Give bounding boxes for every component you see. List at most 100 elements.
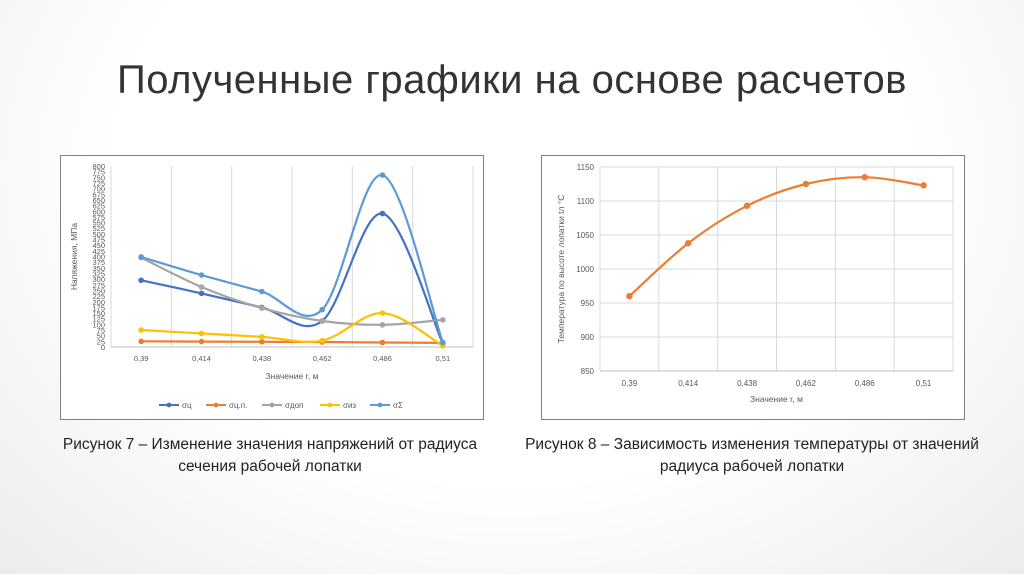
stress-chart-ylabel: Напяжения, МПа	[69, 223, 79, 290]
stress-chart-series-4-point-4	[379, 172, 386, 178]
stress-chart-ytick-13: 325	[92, 269, 105, 278]
stress-chart-series-4-point-0	[138, 254, 144, 260]
stress-chart-ytick-18: 450	[92, 241, 105, 250]
stress-chart-xlabel: Значение r, м	[266, 371, 319, 381]
stress-chart-series-1-point-0	[138, 338, 144, 345]
stress-chart-series-2-point-1	[198, 284, 205, 290]
temperature-chart-xtick-2: 0,438	[737, 379, 758, 388]
stress-chart-series-2-line	[140, 256, 443, 326]
stress-chart-xtick-1: 0,414	[192, 354, 211, 363]
stress-chart-legend-marker-4	[377, 402, 383, 408]
stress-chart-ytick-5: 125	[92, 315, 105, 324]
temperature-chart-series-0-point-1	[685, 239, 692, 247]
stress-chart-ytick-2: 50	[97, 332, 105, 341]
temperature-chart-xtick-0: 0,39	[622, 379, 638, 388]
stress-chart-legend-label-1: σц.п.	[229, 401, 247, 410]
stress-chart-ytick-4: 100	[92, 320, 105, 329]
temperature-chart-ytick-5: 1100	[577, 197, 595, 206]
stress-chart-series-1-point-4	[379, 339, 386, 346]
temperature-chart-series-0-point-4	[861, 174, 868, 181]
stress-chart-ytick-19: 475	[92, 236, 105, 245]
stress-chart-series-4-point-2	[259, 288, 265, 295]
stress-chart-series-0-point-1	[198, 290, 205, 297]
temperature-chart-xtick-5: 0,51	[916, 379, 932, 388]
stress-chart-ytick-21: 525	[92, 224, 105, 233]
stress-chart-series-4-point-5	[440, 339, 446, 346]
stress-chart-svg: 0255075100125150175200225250275300325350…	[69, 162, 474, 410]
temperature-chart-xtick-3: 0,462	[796, 379, 817, 388]
stress-chart-legend-marker-2	[269, 402, 275, 408]
stress-chart-xtick-3: 0,462	[313, 354, 332, 363]
temperature-chart-ylabel: Температура по высоте лопатки tл °С	[556, 195, 566, 344]
stress-chart-ytick-25: 625	[92, 202, 105, 211]
stress-chart-series-3-point-4	[379, 310, 386, 316]
stress-chart-ytick-14: 350	[92, 264, 105, 273]
figure-7-caption: Рисунок 7 – Изменение значения напряжени…	[62, 436, 478, 475]
stress-chart-ytick-24: 600	[92, 207, 105, 216]
stress-chart-series-1-point-1	[198, 338, 205, 345]
stress-chart-ytick-15: 375	[92, 258, 105, 267]
stress-chart-ytick-11: 275	[92, 281, 105, 290]
stress-chart-series-4-point-1	[198, 272, 205, 278]
temperature-chart-ytick-2: 950	[581, 299, 595, 308]
stress-chart-xtick-2: 0,438	[252, 354, 271, 363]
temperature-chart-ytick-0: 850	[581, 367, 595, 376]
temperature-chart-xtick-4: 0,486	[855, 379, 876, 388]
temperature-chart-series-0-point-0	[626, 293, 633, 300]
stress-chart-xtick-5: 0,51	[436, 354, 451, 363]
temperature-chart-series-0-point-3	[802, 180, 810, 188]
stress-chart-ytick-6: 150	[92, 309, 105, 318]
stress-chart-series-3-point-2	[259, 334, 265, 340]
stress-chart-ytick-28: 700	[92, 185, 105, 194]
figure-8-caption: Рисунок 8 – Зависимость изменения темпер…	[525, 436, 979, 475]
stress-chart-xtick-0: 0,39	[134, 354, 149, 363]
stress-chart-ytick-31: 775	[92, 168, 105, 177]
stress-chart: 0 25 50 75 100 125 150 175 200 225 250 275 300 325 350…	[60, 155, 484, 420]
stress-chart-ytick-0: 0	[101, 343, 105, 352]
temperature-chart-xlabel: Значение r, м	[750, 394, 803, 404]
stress-chart-series-2-point-5	[440, 317, 446, 323]
temperature-chart-series-0-point-5	[920, 182, 927, 189]
temperature-chart-series-0-point-2	[743, 202, 751, 209]
stress-chart-ytick-7: 175	[92, 303, 105, 312]
temperature-chart-ytick-1: 900	[581, 333, 595, 342]
stress-chart-legend-label-4: σΣ	[393, 401, 403, 410]
temperature-chart-ytick-3: 1000	[576, 265, 594, 274]
stress-chart-ytick-3: 75	[97, 326, 105, 335]
stress-chart-series-0-point-4	[379, 210, 386, 217]
stress-chart-series-1-line	[141, 340, 443, 344]
slide-title: Полученные графики на основе расчетов	[117, 58, 907, 102]
stress-chart-legend-marker-1	[213, 402, 219, 408]
stress-chart-xtick-4: 0,486	[373, 354, 392, 363]
stress-chart-series-2-point-4	[379, 322, 386, 328]
stress-chart-ytick-26: 650	[92, 196, 105, 205]
stress-chart-legend-marker-0	[166, 402, 172, 408]
stress-chart-ytick-29: 725	[92, 179, 105, 188]
stress-chart-ytick-23: 575	[92, 213, 105, 222]
stress-chart-series-3-point-3	[319, 337, 325, 344]
stress-chart-ytick-16: 400	[92, 253, 105, 262]
stress-chart-ytick-9: 225	[92, 292, 105, 301]
stress-chart-legend-label-3: σиз	[343, 401, 356, 410]
stress-chart-ytick-10: 250	[92, 286, 105, 295]
stress-chart-ytick-22: 550	[92, 219, 105, 228]
stress-chart-series-3-point-0	[138, 327, 144, 333]
temperature-chart-svg: 850 900 950 1000 1050 1100 1150 0,39 0,414 0,438 0…	[556, 163, 954, 404]
stress-chart-series-2-point-3	[319, 318, 325, 324]
stress-chart-ytick-20: 500	[92, 230, 105, 239]
temperature-chart-xtick-1: 0,414	[678, 379, 699, 388]
stress-chart-series-2-point-2	[259, 305, 265, 311]
stress-chart-ytick-1: 25	[97, 337, 105, 346]
stress-chart-ytick-12: 300	[92, 275, 105, 284]
stress-chart-legend-marker-3	[327, 402, 333, 408]
temperature-chart-ytick-4: 1050	[576, 231, 594, 240]
stress-chart-series-0-point-0	[138, 277, 144, 284]
stress-chart-series-1-point-2	[259, 338, 265, 345]
stress-chart-ytick-32: 800	[92, 162, 105, 171]
stress-chart-legend-label-0: σц	[182, 401, 192, 410]
stress-chart-legend-label-2: σдоп	[285, 401, 303, 410]
stress-chart-ytick-27: 675	[92, 190, 105, 199]
stress-chart-series-4-point-3	[319, 306, 325, 313]
stress-chart-ytick-30: 750	[92, 173, 105, 182]
temperature-chart-ytick-6: 1150	[577, 163, 595, 172]
